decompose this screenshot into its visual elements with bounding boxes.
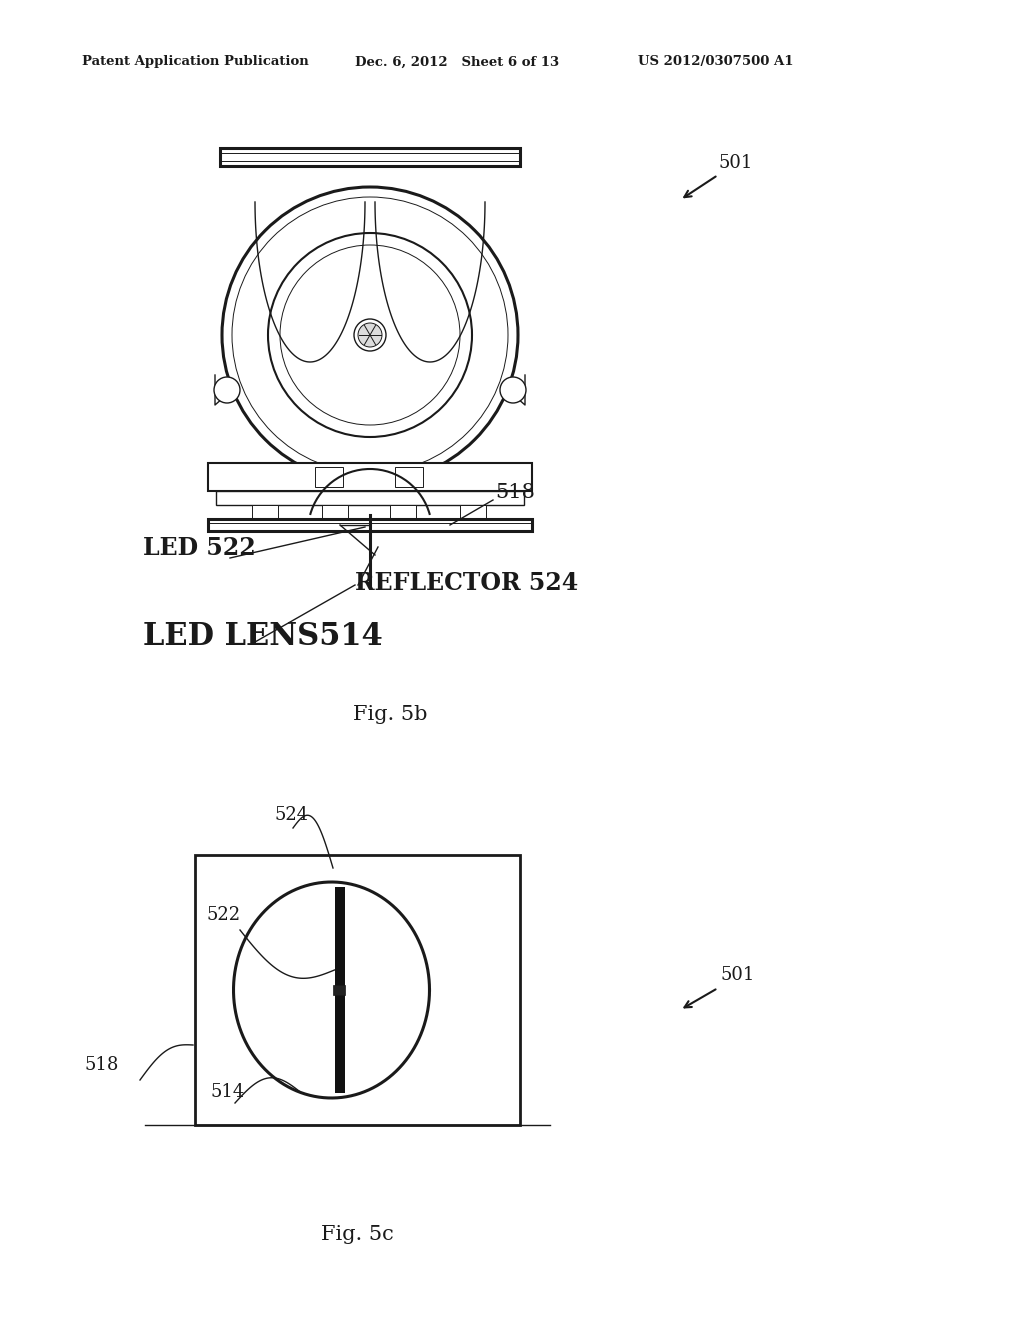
Text: 514: 514 — [210, 1082, 245, 1101]
Bar — [195, 855, 520, 1125]
Bar — [208, 463, 532, 491]
Text: REFLECTOR 524: REFLECTOR 524 — [355, 572, 579, 595]
Text: Dec. 6, 2012   Sheet 6 of 13: Dec. 6, 2012 Sheet 6 of 13 — [355, 55, 559, 69]
Text: Patent Application Publication: Patent Application Publication — [82, 55, 309, 69]
Text: LED 522: LED 522 — [143, 536, 256, 560]
Bar — [460, 506, 486, 519]
Circle shape — [268, 234, 472, 437]
Text: 518: 518 — [85, 1056, 120, 1074]
Bar — [252, 506, 278, 519]
Bar — [395, 467, 423, 487]
Bar — [315, 467, 343, 487]
Text: Fig. 5b: Fig. 5b — [353, 705, 427, 723]
Circle shape — [354, 319, 386, 351]
Circle shape — [500, 378, 526, 403]
Bar — [208, 519, 532, 531]
Text: 501: 501 — [720, 966, 755, 983]
Circle shape — [214, 378, 240, 403]
Bar — [335, 887, 344, 1093]
Bar — [390, 506, 416, 519]
Text: 522: 522 — [207, 906, 241, 924]
Bar — [322, 506, 348, 519]
Circle shape — [358, 323, 382, 347]
Bar — [216, 491, 524, 506]
Circle shape — [280, 246, 460, 425]
Text: Fig. 5c: Fig. 5c — [322, 1225, 394, 1243]
Bar — [220, 148, 520, 166]
Text: 501: 501 — [718, 154, 753, 172]
Text: 524: 524 — [275, 807, 309, 824]
Circle shape — [232, 197, 508, 473]
Text: LED LENS514: LED LENS514 — [143, 620, 383, 652]
Text: 518: 518 — [495, 483, 535, 502]
Bar — [333, 985, 344, 995]
Text: US 2012/0307500 A1: US 2012/0307500 A1 — [638, 55, 794, 69]
Circle shape — [222, 187, 518, 483]
